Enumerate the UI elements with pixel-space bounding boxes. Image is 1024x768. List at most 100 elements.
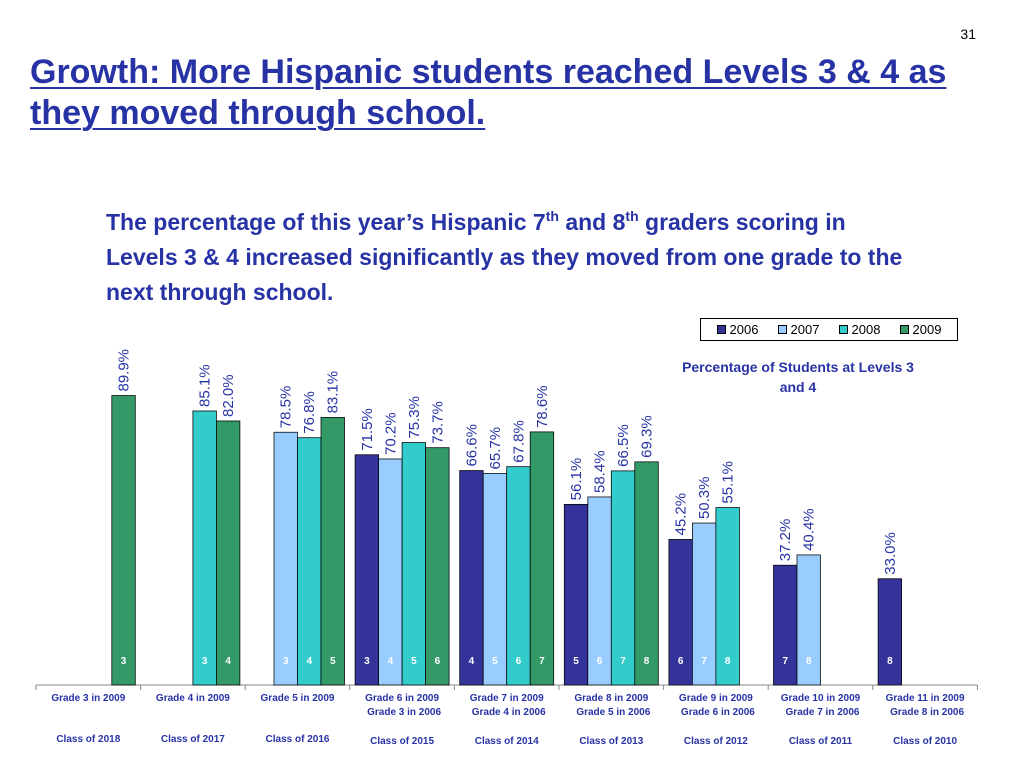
bar-grade-label: 5 bbox=[330, 656, 336, 667]
data-label: 85.1% bbox=[197, 364, 214, 407]
bar-grade-label: 3 bbox=[121, 656, 127, 667]
bar-grade-label: 5 bbox=[492, 656, 498, 667]
data-label: 66.5% bbox=[615, 424, 632, 467]
bar-g2-2009 bbox=[216, 420, 241, 686]
subtitle: The percentage of this year’s Hispanic 7… bbox=[106, 205, 906, 310]
data-label: 78.5% bbox=[278, 386, 295, 429]
data-label: 69.3% bbox=[639, 415, 656, 458]
legend-label-2008: 2008 bbox=[851, 322, 881, 337]
data-label: 78.6% bbox=[534, 385, 551, 428]
bar-grade-label: 8 bbox=[725, 656, 731, 667]
bar-grade-label: 7 bbox=[782, 656, 788, 667]
bar-g5-2007 bbox=[482, 473, 508, 686]
subtitle-text-2: and 8 bbox=[558, 209, 626, 235]
x-tick-label: Grade 11 in 2009 bbox=[886, 693, 965, 704]
bar-g5-2009 bbox=[529, 431, 555, 686]
x-tick-label: Grade 10 in 2009 bbox=[781, 693, 861, 704]
legend-item-2006: 2006 bbox=[716, 322, 759, 337]
data-label: 55.1% bbox=[720, 461, 737, 504]
subtitle-text-3: graders scoring in Levels 3 & 4 increase… bbox=[106, 209, 903, 305]
legend-label-2006: 2006 bbox=[729, 322, 759, 337]
class-label: Class of 2011 bbox=[789, 736, 853, 747]
data-label: 66.6% bbox=[463, 424, 480, 467]
bar-grade-label: 5 bbox=[411, 656, 417, 667]
page-number: 31 bbox=[960, 26, 976, 42]
data-label: 75.3% bbox=[406, 396, 423, 439]
bar-g8-2007 bbox=[796, 554, 821, 686]
bar-g6-2009 bbox=[634, 461, 659, 686]
x-tick-label: Grade 5 in 2009 bbox=[261, 693, 335, 704]
data-label: 45.2% bbox=[673, 493, 690, 536]
x-tick-sublabel: Grade 7 in 2006 bbox=[786, 707, 860, 718]
bar-grade-label: 5 bbox=[573, 656, 579, 667]
bar-grade-label: 7 bbox=[539, 656, 545, 667]
bar-g4-2008 bbox=[401, 442, 426, 686]
bar-g4-2006 bbox=[354, 454, 379, 686]
bar-grade-label: 6 bbox=[678, 656, 684, 667]
data-label: 33.0% bbox=[882, 532, 899, 575]
x-tick-sublabel: Grade 5 in 2006 bbox=[576, 707, 650, 718]
bar-grade-label: 3 bbox=[202, 656, 208, 667]
x-tick-label: Grade 3 in 2009 bbox=[51, 693, 125, 704]
data-label: 37.2% bbox=[777, 519, 794, 562]
bar-g7-2008 bbox=[715, 507, 740, 686]
class-label: Class of 2013 bbox=[579, 736, 643, 747]
data-label: 67.8% bbox=[510, 420, 527, 463]
class-label: Class of 2015 bbox=[370, 736, 434, 747]
x-tick-label: Grade 8 in 2009 bbox=[574, 693, 648, 704]
data-label: 70.2% bbox=[382, 412, 399, 455]
bar-grade-label: 7 bbox=[701, 656, 707, 667]
subtitle-sup-2: th bbox=[625, 208, 639, 224]
chart-legend: 2006 2007 2008 2009 bbox=[700, 318, 958, 341]
data-label: 73.7% bbox=[429, 401, 446, 444]
class-label: Class of 2010 bbox=[893, 736, 957, 747]
x-tick-sublabel: Grade 6 in 2006 bbox=[681, 707, 755, 718]
bar-g1-2009 bbox=[111, 395, 136, 686]
bar-grade-label: 3 bbox=[283, 656, 289, 667]
bar-grade-label: 4 bbox=[388, 656, 394, 667]
legend-label-2007: 2007 bbox=[790, 322, 820, 337]
class-label: Class of 2016 bbox=[266, 734, 330, 745]
bar-g4-2007 bbox=[378, 458, 403, 686]
bar-g5-2008 bbox=[506, 466, 531, 686]
legend-item-2008: 2008 bbox=[838, 322, 881, 337]
x-tick-sublabel: Grade 8 in 2006 bbox=[890, 707, 964, 718]
legend-swatch-2006 bbox=[716, 325, 726, 334]
x-tick-label: Grade 6 in 2009 bbox=[365, 693, 439, 704]
bar-grade-label: 6 bbox=[516, 656, 522, 667]
bar-g3-2009 bbox=[320, 417, 345, 686]
bar-g3-2008 bbox=[297, 437, 322, 686]
bar-g5-2006 bbox=[459, 470, 484, 686]
x-tick-label: Grade 4 in 2009 bbox=[156, 693, 230, 704]
bar-grade-label: 8 bbox=[806, 656, 812, 667]
legend-swatch-2009 bbox=[899, 325, 909, 334]
x-tick-sublabel: Grade 4 in 2006 bbox=[472, 707, 546, 718]
bar-grade-label: 4 bbox=[225, 656, 231, 667]
class-label: Class of 2018 bbox=[56, 734, 120, 745]
data-label: 83.1% bbox=[325, 371, 342, 414]
bar-g8-2006 bbox=[773, 564, 798, 686]
bar-grade-label: 7 bbox=[620, 656, 626, 667]
data-label: 89.9% bbox=[116, 349, 133, 392]
bar-grade-label: 4 bbox=[469, 656, 475, 667]
bar-grade-label: 8 bbox=[887, 656, 893, 667]
data-label: 58.4% bbox=[592, 450, 609, 493]
subtitle-text-1: The percentage of this year’s Hispanic 7 bbox=[106, 209, 546, 235]
bar-g2-2008 bbox=[192, 410, 217, 686]
bar-g3-2007 bbox=[273, 431, 298, 686]
bar-grade-label: 3 bbox=[364, 656, 370, 667]
legend-swatch-2007 bbox=[777, 325, 787, 334]
legend-label-2009: 2009 bbox=[912, 322, 942, 337]
data-label: 40.4% bbox=[801, 508, 818, 551]
data-label: 56.1% bbox=[568, 458, 585, 501]
legend-item-2009: 2009 bbox=[899, 322, 942, 337]
x-tick-label: Grade 7 in 2009 bbox=[470, 693, 544, 704]
subtitle-sup-1: th bbox=[545, 208, 559, 224]
x-tick-sublabel: Grade 3 in 2006 bbox=[367, 707, 441, 718]
data-label: 71.5% bbox=[359, 408, 376, 451]
bar-g4-2009 bbox=[425, 447, 450, 686]
bar-grade-label: 6 bbox=[597, 656, 603, 667]
legend-item-2007: 2007 bbox=[777, 322, 820, 337]
chart-note: Percentage of Students at Levels 3 and 4 bbox=[682, 359, 914, 395]
